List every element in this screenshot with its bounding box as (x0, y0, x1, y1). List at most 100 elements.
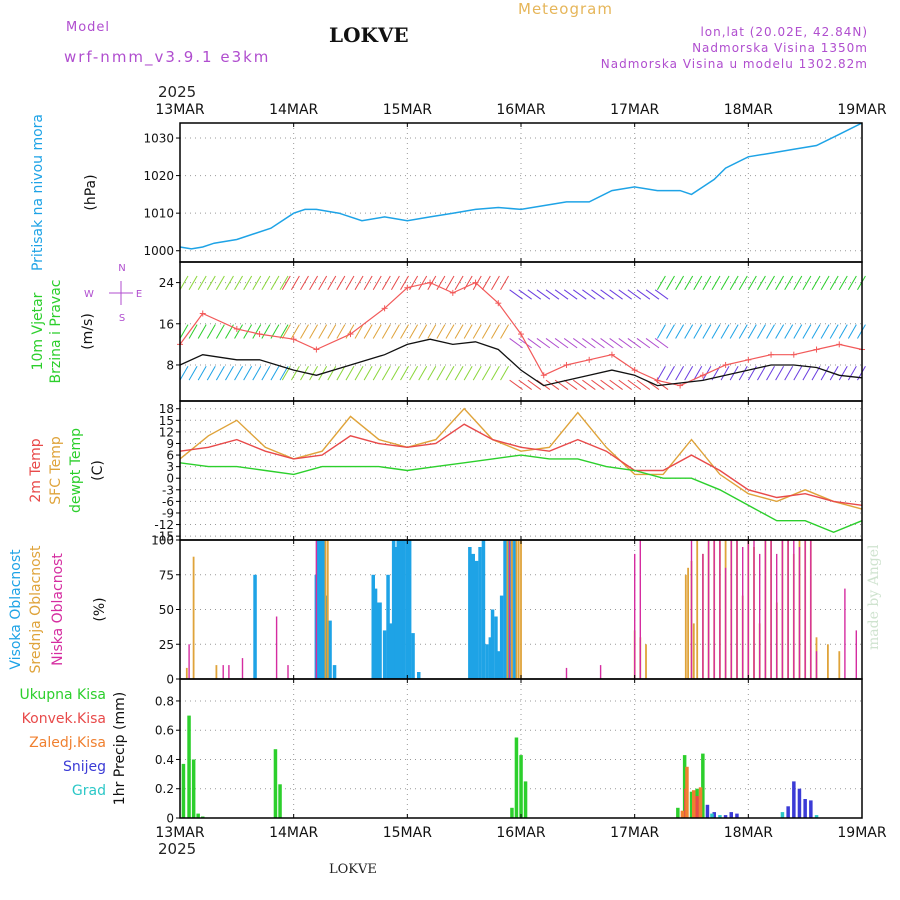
wind-barb (409, 324, 419, 339)
wind-barb (829, 324, 839, 339)
wind-barb (702, 324, 712, 339)
wind-barb (225, 366, 234, 381)
y-tick-label: 15 (159, 414, 174, 428)
precip-legend-item: Konvek.Kisa (22, 711, 106, 727)
graupel-bar (780, 812, 785, 818)
wind-barb (720, 324, 730, 339)
y-tick-label: -9 (162, 506, 174, 520)
high-cloud-bar (332, 665, 337, 679)
wind-barb (197, 275, 207, 291)
wind-barb (418, 366, 428, 381)
snow-bar (735, 813, 739, 818)
wind-barb (206, 275, 216, 291)
wind-barb (400, 275, 409, 291)
mid-cloud-bar (506, 540, 509, 679)
wind-barb (802, 324, 812, 339)
high-cloud-bar (378, 602, 382, 679)
high-cloud-bar (499, 595, 504, 679)
wind-barb (243, 275, 253, 291)
wind-barb (215, 324, 225, 339)
wind-barb (336, 324, 346, 339)
wind-barb (636, 289, 651, 300)
high-cloud-bar (471, 553, 475, 679)
high-cloud-bar (411, 633, 415, 679)
high-cloud-bar (503, 540, 507, 679)
wind-barb (225, 275, 234, 291)
low-cloud-bar (781, 540, 784, 679)
compass-south: S (119, 313, 125, 324)
wind-barb (500, 324, 509, 339)
wind-barb (738, 324, 748, 339)
precip-legend-item: Snijeg (63, 759, 106, 775)
snow-bar (797, 788, 802, 818)
wind-barb (252, 324, 262, 339)
wind-barb (279, 275, 289, 291)
wind-barb (756, 366, 766, 381)
wind-barb (243, 366, 253, 381)
mid-cloud-bar (827, 644, 829, 680)
compass-east: E (136, 289, 142, 300)
snow-bar (809, 800, 813, 818)
wind-barb (445, 275, 455, 291)
x-tick-label-top: 14MAR (269, 102, 318, 118)
wind-barb (345, 366, 355, 381)
wind-barb (390, 324, 400, 339)
wind-barb (179, 275, 189, 291)
low-cloud-bar (599, 665, 602, 679)
high-cloud-bar (488, 637, 493, 679)
y-tick-label: 9 (166, 437, 174, 451)
wind-barb (684, 366, 694, 381)
x-tick-label-top: 17MAR (610, 102, 659, 118)
wind-barb (536, 289, 551, 300)
wind-barb (609, 338, 623, 349)
wind-barb (793, 275, 803, 291)
wind-barb (518, 289, 532, 300)
x-tick-label-bottom: 16MAR (496, 825, 545, 841)
wind-barb (838, 275, 848, 291)
wind-barb (793, 324, 803, 339)
wind-barb (234, 366, 243, 381)
snow-bar (786, 806, 790, 818)
wind-barb (609, 289, 623, 300)
wind-barb (784, 366, 794, 381)
total-precip-bar (676, 807, 680, 818)
low-cloud-bar (275, 616, 278, 679)
wind-barb (197, 366, 207, 381)
wind-barb (847, 366, 857, 381)
wind-barb (645, 289, 660, 300)
wind-barb (472, 324, 482, 339)
mid-cloud-bar (687, 567, 689, 679)
snow-bar (729, 812, 733, 818)
wind-axis-title: (m/s) (80, 313, 96, 350)
x-tick-label-top: 18MAR (724, 102, 773, 118)
wind-barb (418, 275, 428, 291)
wind-barb (234, 324, 243, 339)
wind-speed-line (179, 338, 863, 387)
wind-barb (618, 289, 632, 300)
y-tick-label: 1010 (143, 207, 174, 221)
low-cloud-bar (804, 540, 806, 679)
low-cloud-bar (222, 665, 224, 679)
wind-barb (445, 366, 455, 381)
pressure-axis-title: (hPa) (83, 174, 99, 210)
x-tick-label-top: 19MAR (837, 102, 886, 118)
wind-barb (354, 366, 364, 381)
high-cloud-bar (371, 574, 375, 680)
wind-barb (666, 366, 675, 381)
y-tick-label: 0.4 (155, 753, 174, 767)
high-cloud-bar (399, 540, 404, 679)
y-tick-label: 0.6 (155, 724, 174, 738)
product-title: Meteogram (518, 0, 613, 18)
wind-barb (518, 379, 532, 390)
low-cloud-bar (764, 540, 767, 679)
mid-cloud-bar (520, 540, 522, 679)
wind-barb (481, 324, 491, 339)
x-tick-label-bottom: 17MAR (610, 825, 659, 841)
low-cloud-bar (719, 540, 721, 679)
wind-barb (702, 275, 712, 291)
wind-barb (591, 289, 605, 300)
y-tick-label: -12 (154, 518, 174, 532)
wind-barb (802, 366, 812, 381)
temperature-axis-title: SFC Temp (48, 436, 64, 505)
